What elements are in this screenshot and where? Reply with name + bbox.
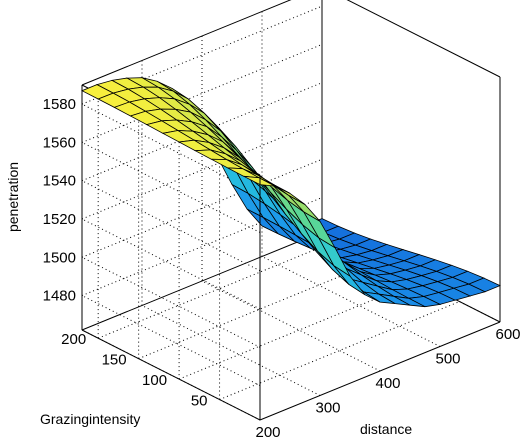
x-tick-label: 400 <box>375 375 400 392</box>
z-tick-label: 1520 <box>43 211 76 228</box>
x-tick-label: 600 <box>495 326 520 343</box>
box-edge <box>81 0 292 86</box>
x-tick-label: 500 <box>435 351 460 368</box>
axes-box-front <box>259 77 501 421</box>
z-axis-label: penetration <box>5 162 21 232</box>
grid-line <box>81 218 261 310</box>
grid-line <box>81 43 323 143</box>
y-tick-label: 200 <box>61 331 86 348</box>
grid-line <box>138 260 379 360</box>
x-tick-label: 300 <box>315 400 340 417</box>
grid-line <box>81 180 261 272</box>
x-tick-label: 200 <box>255 424 280 438</box>
box-edge <box>346 0 501 78</box>
z-tick-label: 1500 <box>43 249 76 266</box>
grid-line <box>81 295 261 386</box>
grid-line <box>81 158 323 258</box>
y-axis-label: Grazingintensity <box>40 411 140 427</box>
grid-line <box>97 239 339 339</box>
surface-cell <box>243 175 276 187</box>
grid-lines <box>81 0 501 421</box>
z-tick-label: 1560 <box>43 134 76 151</box>
y-tick-label: 100 <box>142 372 167 389</box>
grid-line <box>201 280 381 372</box>
grid-line <box>141 305 321 396</box>
z-tick-label: 1540 <box>43 173 76 190</box>
y-tick-label: 150 <box>102 352 127 369</box>
x-axis-label: distance <box>360 421 412 437</box>
grid-line <box>81 5 323 105</box>
y-tick-label: 50 <box>191 393 208 410</box>
grid-line <box>219 301 460 401</box>
z-tick-label: 1580 <box>43 96 76 113</box>
tick-labels: 1480 1500 1520 1540 1560 1580 50 100 150 200 200 30… <box>43 96 521 438</box>
grid-line <box>81 82 323 182</box>
box-edge <box>81 329 261 421</box>
box-edge <box>259 321 501 421</box>
grid-line <box>81 120 323 220</box>
grid-line <box>81 256 261 348</box>
surface-plot <box>81 77 501 308</box>
z-tick-label: 1480 <box>43 288 76 305</box>
